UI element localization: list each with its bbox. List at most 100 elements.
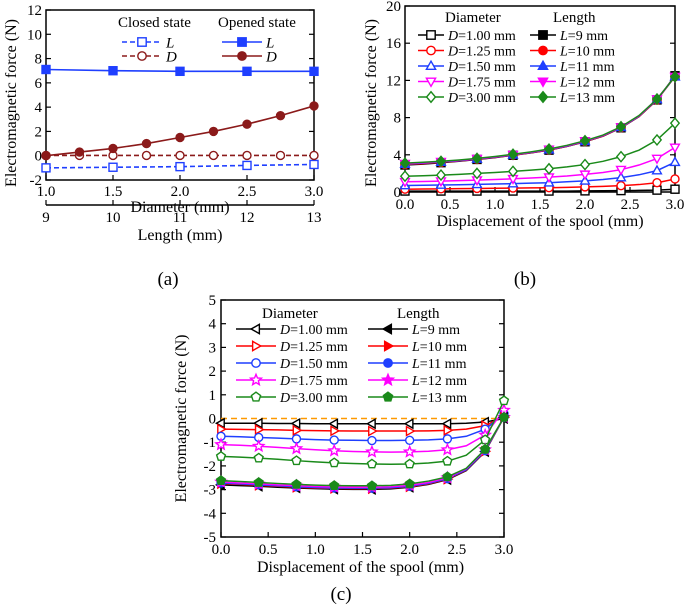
y-tick-label: 0: [209, 412, 217, 428]
legend-marker: [251, 358, 261, 368]
x-axis-label: Displacement of the spool (mm): [257, 559, 464, 576]
legend-entry: D=1.25 mm: [418, 44, 516, 59]
data-point: [651, 154, 663, 165]
legend-entry: D: [222, 49, 277, 65]
data-point: [651, 164, 663, 175]
legend-marker: [381, 323, 393, 335]
legend-marker: [237, 51, 247, 61]
legend-entry: L: [122, 35, 174, 51]
data-point: [242, 150, 252, 161]
series-line: [45, 105, 315, 157]
y-tick-label: 2: [209, 364, 217, 380]
y-tick-label: 0: [394, 185, 402, 201]
y-tick-label: 4: [394, 148, 402, 164]
legend-label: L: [265, 35, 274, 51]
x-tick-label: 2.5: [621, 197, 640, 213]
x-tick-label: 2.5: [447, 542, 466, 558]
legend-entry: D=1.25 mm: [236, 340, 348, 355]
y-tick-label: -4: [204, 506, 217, 522]
data-point: [74, 147, 85, 157]
series-line: [221, 417, 505, 425]
x-tick-label: 2.0: [400, 542, 419, 558]
x-tick-label-length: 13: [307, 210, 322, 226]
series-line: [220, 416, 505, 491]
legend-label: D: [165, 49, 177, 65]
x-axis-label-length: Length (mm): [138, 227, 223, 244]
y-tick-label: -5: [204, 530, 217, 546]
legend-entry: L=11 mm: [368, 357, 467, 372]
data-point: [175, 66, 185, 77]
data-point: [442, 455, 453, 466]
legend-entry: L=12 mm: [368, 372, 467, 389]
data-point: [669, 70, 681, 83]
series-L-12-mm: [399, 72, 681, 170]
data-point: [330, 425, 341, 437]
legend-marker: [425, 59, 437, 71]
y-tick-label: 16: [386, 36, 402, 52]
legend-entry: D=3.00 mm: [418, 90, 516, 106]
legend-label: D=3.00 mm: [447, 91, 516, 106]
series-line: [220, 416, 505, 490]
data-point: [652, 177, 662, 188]
data-point: [365, 444, 379, 458]
data-point: [175, 150, 185, 161]
series-line: [220, 413, 505, 442]
data-point: [670, 174, 680, 184]
legend-marker: [537, 90, 549, 104]
y-tick-label: 8: [35, 52, 43, 68]
data-point: [443, 424, 454, 436]
legend-label: L=13 mm: [411, 391, 467, 406]
legend-marker: [382, 391, 394, 402]
data-point: [366, 480, 378, 491]
data-point: [175, 132, 185, 143]
legend-marker: [425, 77, 437, 88]
data-point: [309, 66, 319, 77]
y-tick-label: -2: [204, 459, 217, 475]
data-point: [41, 163, 51, 173]
y-axis-label: Electromagnetic force (N): [173, 335, 190, 503]
y-tick-label: 12: [386, 73, 401, 89]
series-D-3-00-mm: [215, 395, 510, 469]
legend-entry: L=11 mm: [530, 59, 615, 75]
legend-marker: [248, 372, 264, 387]
legend-marker: [537, 59, 549, 71]
data-point: [309, 150, 319, 161]
legend-header-length: Length: [553, 10, 596, 26]
legend-label: L=12 mm: [559, 75, 615, 90]
series-line: [404, 178, 676, 190]
legend-entry: L=10 mm: [368, 340, 467, 355]
data-point: [442, 471, 453, 482]
data-point: [141, 138, 152, 149]
series-line: [404, 161, 676, 187]
legend-marker: [380, 372, 396, 387]
series-closed-L: [41, 159, 319, 173]
data-point: [543, 162, 555, 175]
legend-entry: D=1.50 mm: [236, 357, 348, 372]
data-point: [242, 160, 252, 171]
legend-marker: [251, 340, 263, 352]
series-line: [404, 146, 676, 183]
legend-marker: [426, 45, 436, 56]
data-point: [253, 452, 264, 463]
data-point: [215, 475, 227, 486]
legend-label: D=1.50 mm: [279, 357, 348, 372]
legend-entry: D=1.00 mm: [418, 29, 516, 44]
legend-label: D=1.75 mm: [279, 374, 348, 389]
data-point: [366, 458, 378, 469]
legend-label: D=1.25 mm: [279, 340, 348, 355]
series-line: [45, 163, 315, 169]
data-point: [669, 117, 681, 130]
legend-marker: [137, 37, 147, 47]
data-point: [579, 134, 591, 147]
legend-label: D=1.00 mm: [447, 29, 516, 44]
legend-label: L=12 mm: [411, 374, 467, 389]
y-tick-label: 2: [35, 124, 43, 140]
data-point: [309, 159, 319, 170]
y-tick-label: 1: [209, 388, 217, 404]
series-D-3-00-mm: [399, 117, 681, 183]
data-point: [479, 443, 491, 454]
x-tick-label-length: 9: [42, 210, 50, 226]
data-point: [275, 150, 286, 161]
data-point: [471, 152, 483, 165]
legend-marker: [250, 391, 262, 402]
